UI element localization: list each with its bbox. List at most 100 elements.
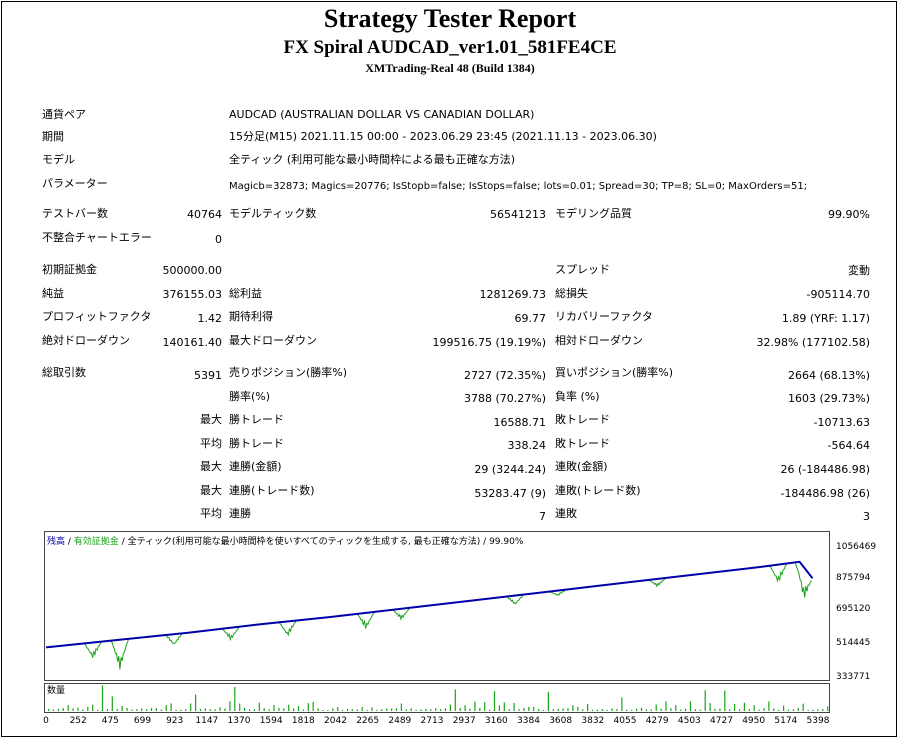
volume-bar <box>694 709 696 711</box>
quality-label: モデリング品質 <box>555 207 632 220</box>
short-label: 売りポジション(勝率%) <box>229 366 348 379</box>
volume-bar <box>508 709 510 711</box>
params-value: Magicb=32873; Magics=20776; IsStopb=fals… <box>229 181 808 192</box>
quality-value: 99.90% <box>828 208 870 221</box>
volume-bar <box>97 709 99 711</box>
pf-value: 1.42 <box>197 312 223 325</box>
volume-bar <box>391 708 393 711</box>
x-tick-label: 1147 <box>195 716 219 726</box>
mismatch-value: 0 <box>215 233 222 246</box>
volume-bar <box>699 709 701 711</box>
volume-bar <box>371 707 373 711</box>
volume-bar <box>72 708 74 711</box>
volume-bar <box>131 709 133 711</box>
spread-label: スプレッド <box>555 263 610 276</box>
volume-bar <box>616 708 618 711</box>
volume-bar <box>822 709 824 711</box>
volume-bar <box>263 708 265 711</box>
volume-bar <box>572 705 574 711</box>
x-tick-label: 5398 <box>806 716 830 726</box>
volume-bar <box>190 703 192 711</box>
x-tick-label: 2265 <box>356 716 380 726</box>
volume-bar <box>77 707 79 711</box>
volume-bar <box>792 709 794 711</box>
x-tick-label: 3384 <box>517 716 540 726</box>
volume-bar <box>489 709 491 711</box>
volume-bar <box>234 687 236 711</box>
deposit-label: 初期証拠金 <box>42 263 97 276</box>
volume-bar <box>146 709 148 711</box>
volume-bar <box>126 708 128 711</box>
x-tick-label: 252 <box>69 716 87 726</box>
volume-bar <box>498 705 500 711</box>
avg-cons-win-value: 7 <box>539 510 546 523</box>
volume-bar <box>386 708 388 711</box>
volume-bar <box>346 709 349 711</box>
volume-bar <box>518 709 520 711</box>
y-tick-label: 695120 <box>836 604 871 614</box>
volume-bar <box>351 709 353 711</box>
recovery-value: 1.89 (YRF: 1.17) <box>781 312 870 325</box>
volume-bar <box>165 705 167 711</box>
volume-bar <box>248 709 251 711</box>
volume-bar <box>685 708 687 711</box>
volume-bar <box>435 708 437 711</box>
net-value: 376155.03 <box>162 288 223 301</box>
volume-bar <box>48 708 50 711</box>
volume-bar <box>288 704 290 711</box>
volume-bar <box>381 709 383 711</box>
win-value: 3788 (70.27%) <box>463 392 546 405</box>
volume-bar <box>513 702 515 711</box>
x-tick-label: 923 <box>166 716 184 726</box>
trades-value: 5391 <box>194 369 222 382</box>
volume-bar <box>753 705 755 711</box>
volume-bar <box>724 690 726 711</box>
volume-bar <box>503 702 505 711</box>
x-tick-label: 2937 <box>452 716 476 726</box>
volume-bar <box>454 689 456 711</box>
expected-payoff-value: 69.77 <box>514 312 547 325</box>
volume-bar <box>121 706 123 711</box>
volume-bar <box>356 709 358 711</box>
volume-bar <box>797 708 799 711</box>
volume-bar <box>493 691 496 711</box>
largest-loss-label: 敗トレード <box>555 413 610 426</box>
long-value: 2664 (68.13%) <box>787 369 870 382</box>
volume-bar <box>787 709 790 711</box>
volume-bar <box>307 703 309 711</box>
volume-bar <box>689 701 692 711</box>
legend-quality: 99.90% <box>489 537 524 547</box>
gross-loss-value: -905114.70 <box>806 288 870 301</box>
x-tick-label: 0 <box>43 716 49 726</box>
short-value: 2727 (72.35%) <box>463 369 546 382</box>
avg-loss-value: -564.64 <box>827 439 870 452</box>
x-tick-label: 475 <box>101 716 119 726</box>
volume-bar <box>224 708 226 711</box>
period-value: 15分足(M15) 2021.11.15 00:00 - 2023.06.29 … <box>229 130 657 143</box>
bars-value: 40764 <box>187 208 222 221</box>
y-tick-label: 875794 <box>836 573 871 583</box>
avg-win-label: 勝トレード <box>229 437 284 450</box>
volume-bar <box>332 708 334 711</box>
x-tick-label: 4727 <box>710 716 733 726</box>
volume-bar <box>244 707 246 711</box>
volume-bar <box>342 709 344 711</box>
volume-bar <box>557 708 559 711</box>
avg-word: 平均 <box>200 437 222 450</box>
volume-bar <box>57 709 59 711</box>
volume-bar <box>817 709 819 711</box>
volume-bar <box>361 707 363 711</box>
volume-bar <box>111 696 113 711</box>
volume-bar <box>444 708 447 711</box>
gross-loss-label: 総損失 <box>555 287 588 300</box>
volume-bar <box>141 708 143 711</box>
volume-bar <box>601 709 603 711</box>
x-tick-label: 4503 <box>677 716 701 726</box>
volume-bar <box>101 685 104 711</box>
model-value: 全ティック (利用可能な最小時間枠による最も正確な方法) <box>229 153 516 166</box>
volume-bar <box>734 704 736 711</box>
win-label: 勝率(%) <box>229 390 271 403</box>
spread-value: 変動 <box>848 264 870 277</box>
recovery-label: リカバリーファクタ <box>555 310 653 323</box>
volume-bar <box>239 703 241 711</box>
